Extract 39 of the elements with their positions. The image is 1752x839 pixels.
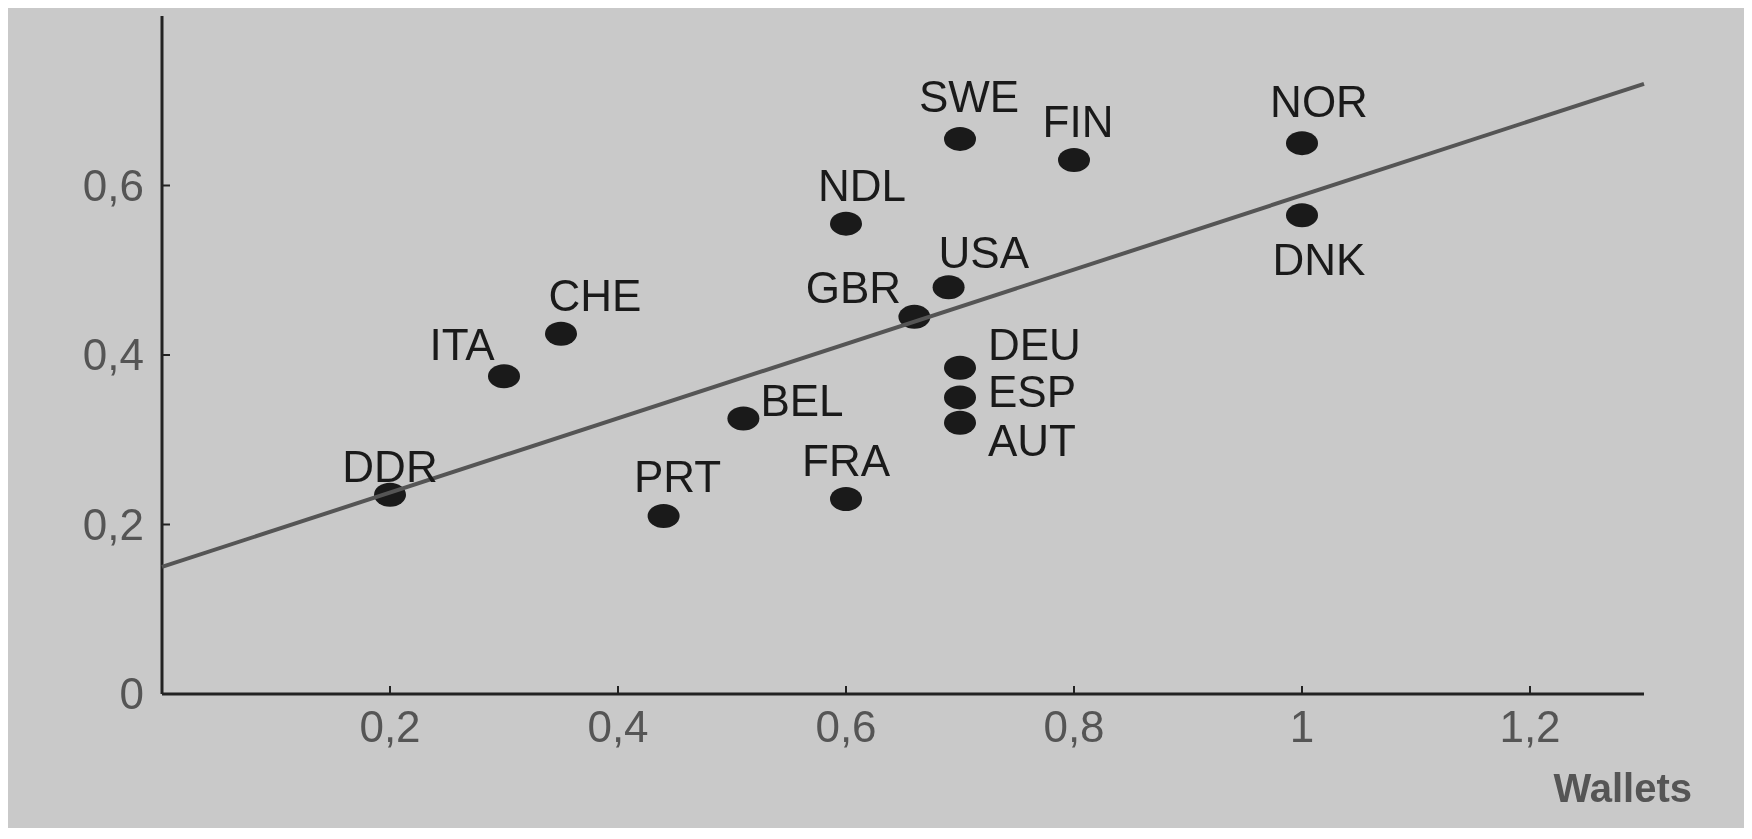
point	[944, 126, 976, 151]
annotation: NDL	[817, 161, 907, 211]
annotation: ITA	[429, 319, 496, 369]
y-tick-label: 0,6	[82, 160, 144, 210]
annotation: BEL	[760, 375, 844, 425]
point	[830, 211, 862, 236]
x-tick-label: 0,8	[1043, 702, 1105, 751]
point	[1286, 131, 1318, 156]
annotation: NOR	[1270, 76, 1368, 126]
annotation: CHE	[548, 271, 642, 321]
x-tick-label: 0,6	[815, 702, 877, 751]
point	[488, 364, 520, 389]
point	[1286, 203, 1318, 228]
point	[727, 406, 760, 431]
x-tick-label: 0,2	[359, 702, 421, 751]
annotation: PRT	[633, 452, 722, 502]
y-tick-label: 0,2	[82, 499, 144, 549]
point	[1058, 148, 1090, 173]
y-tick-label: 0	[119, 669, 144, 719]
point	[545, 321, 577, 346]
point	[830, 487, 862, 512]
annotation: AUT	[988, 416, 1076, 466]
annotation: FRA	[802, 436, 891, 486]
point	[944, 355, 976, 380]
annotation: USA	[938, 227, 1030, 277]
annotation: DNK	[1272, 234, 1366, 284]
y-tick-label: 0,4	[82, 330, 144, 380]
x-tick-label: 1	[1289, 702, 1315, 751]
annotation: FIN	[1042, 97, 1114, 147]
x-axis-title: Wallets	[1553, 766, 1692, 810]
annotation: DDR	[342, 442, 438, 492]
point	[944, 385, 976, 410]
annotation: SWE	[918, 72, 1020, 122]
annotation: GBR	[805, 263, 902, 313]
x-tick-label: 1,2	[1499, 702, 1561, 751]
point	[944, 410, 976, 435]
x-tick-label: 0,4	[587, 702, 649, 751]
point	[647, 504, 680, 529]
point	[932, 275, 965, 300]
